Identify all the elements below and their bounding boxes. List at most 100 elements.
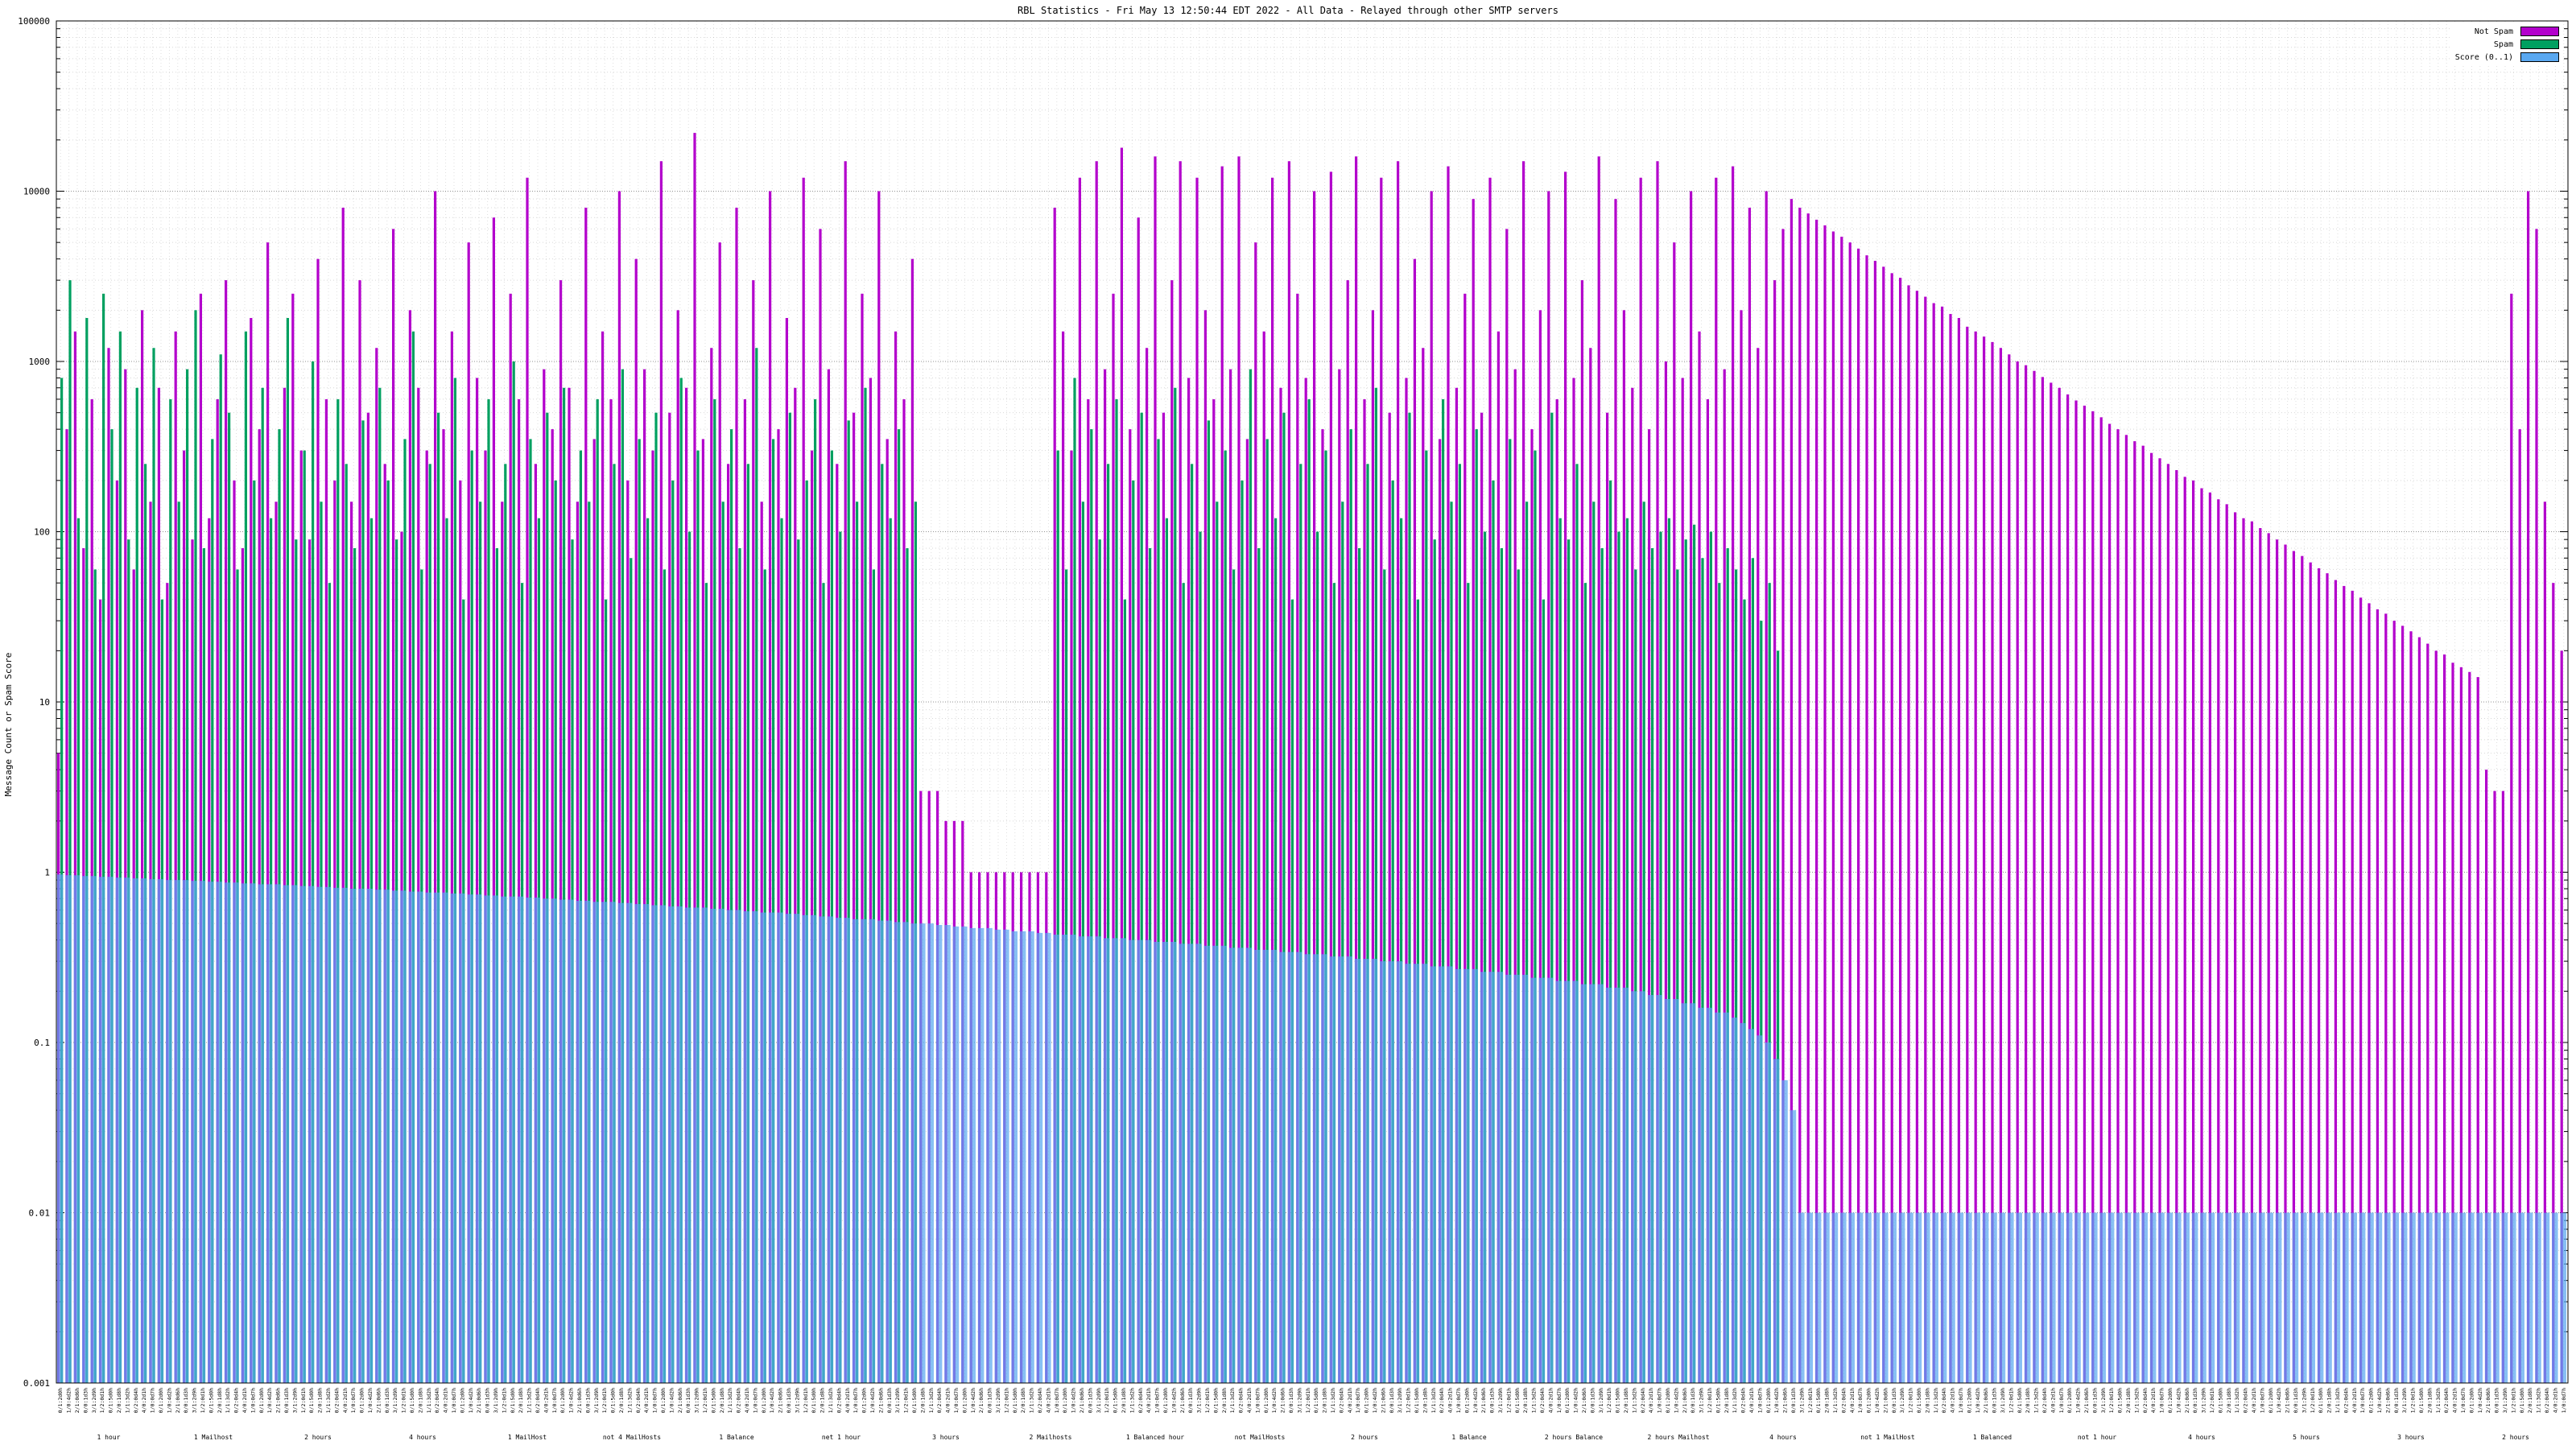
svg-text:3/1:2d9h: 3/1:2d9h [2401, 1388, 2408, 1413]
svg-text:1/1:3d2h: 1/1:3d2h [1732, 1388, 1738, 1413]
svg-text:0/1:5d0h: 0/1:5d0h [308, 1388, 315, 1413]
svg-text:1/0:0d7h: 1/0:0d7h [551, 1388, 558, 1413]
svg-text:1/1:3d2h: 1/1:3d2h [325, 1388, 332, 1413]
svg-text:net 1 hour: net 1 hour [822, 1434, 861, 1441]
svg-text:0/1:5d0h: 0/1:5d0h [2117, 1388, 2124, 1413]
svg-text:0.1: 0.1 [34, 1038, 50, 1048]
svg-text:0/2:0d4h: 0/2:0d4h [1137, 1388, 1144, 1413]
svg-text:2 hours: 2 hours [304, 1434, 332, 1441]
svg-text:1/0:4d2h: 1/0:4d2h [1071, 1388, 1077, 1413]
svg-text:0/2:0d4h: 0/2:0d4h [133, 1388, 139, 1413]
svg-text:4/0:2d1h: 4/0:2d1h [1246, 1388, 1253, 1413]
svg-text:0/0:1d3h: 0/0:1d3h [786, 1388, 792, 1413]
svg-text:2/0:1d8h: 2/0:1d8h [2226, 1388, 2232, 1413]
svg-text:0/2:0d4h: 0/2:0d4h [936, 1388, 943, 1413]
svg-text:1/2:0d1h: 1/2:0d1h [2108, 1388, 2115, 1413]
svg-text:4 hours: 4 hours [2188, 1434, 2215, 1441]
svg-text:0/1:5d0h: 0/1:5d0h [1414, 1388, 1420, 1413]
svg-text:3/1:2d9h: 3/1:2d9h [1096, 1388, 1102, 1413]
svg-text:0/1:5d0h: 0/1:5d0h [1012, 1388, 1018, 1413]
svg-text:0/0:1d3h: 0/0:1d3h [1589, 1388, 1596, 1413]
legend-swatch-score [2520, 52, 2559, 62]
svg-text:0/1:5d0h: 0/1:5d0h [1916, 1388, 1922, 1413]
svg-text:4/0:2d1h: 4/0:2d1h [242, 1388, 248, 1413]
svg-text:0/0:1d3h: 0/0:1d3h [1187, 1388, 1194, 1413]
svg-text:1/0:0d7h: 1/0:0d7h [2159, 1388, 2165, 1413]
svg-text:3/1:2d9h: 3/1:2d9h [1798, 1388, 1805, 1413]
svg-text:1/0:0d7h: 1/0:0d7h [1254, 1388, 1261, 1413]
svg-text:0/1:5d0h: 0/1:5d0h [710, 1388, 716, 1413]
svg-text:1/0:0d7h: 1/0:0d7h [852, 1388, 859, 1413]
svg-text:2/0:1d8h: 2/0:1d8h [2527, 1388, 2533, 1413]
svg-text:1/2:0d1h: 1/2:0d1h [601, 1388, 608, 1413]
svg-text:1/2:0d1h: 1/2:0d1h [1305, 1388, 1311, 1413]
svg-text:0/1:5d0h: 0/1:5d0h [1615, 1388, 1621, 1413]
svg-text:1/0:4d2h: 1/0:4d2h [668, 1388, 675, 1413]
svg-text:2/1:0d6h: 2/1:0d6h [275, 1388, 282, 1413]
svg-text:4/0:2d1h: 4/0:2d1h [844, 1388, 851, 1413]
svg-text:1/2:0d1h: 1/2:0d1h [1606, 1388, 1612, 1413]
svg-text:1/1:3d2h: 1/1:3d2h [2033, 1388, 2040, 1413]
svg-text:1 Balance: 1 Balance [1451, 1434, 1487, 1441]
svg-text:1/2:0d1h: 1/2:0d1h [2510, 1388, 2516, 1413]
svg-text:2/0:1d8h: 2/0:1d8h [317, 1388, 324, 1413]
svg-text:1/0:0d7h: 1/0:0d7h [2460, 1388, 2467, 1413]
svg-text:0/2:0d4h: 0/2:0d4h [635, 1388, 642, 1413]
svg-text:0/0:1d3h: 0/0:1d3h [1288, 1388, 1294, 1413]
svg-text:1/1:3d2h: 1/1:3d2h [1129, 1388, 1135, 1413]
svg-text:2/1:0d6h: 2/1:0d6h [877, 1388, 884, 1413]
legend-item-spam: Spam [2494, 39, 2559, 49]
svg-text:2/1:0d6h: 2/1:0d6h [2184, 1388, 2190, 1413]
svg-text:1/0:0d7h: 1/0:0d7h [1054, 1388, 1060, 1413]
svg-text:2/0:1d8h: 2/0:1d8h [719, 1388, 725, 1413]
svg-text:not 1 MailHost: not 1 MailHost [1860, 1434, 1915, 1441]
svg-text:2/1:0d6h: 2/1:0d6h [1581, 1388, 1587, 1413]
svg-text:3/1:2d9h: 3/1:2d9h [2301, 1388, 2307, 1413]
svg-text:1/2:0d1h: 1/2:0d1h [300, 1388, 307, 1413]
svg-text:0/2:0d4h: 0/2:0d4h [2343, 1388, 2349, 1413]
svg-text:1/1:3d2h: 1/1:3d2h [626, 1388, 633, 1413]
svg-text:3/1:2d9h: 3/1:2d9h [192, 1388, 198, 1413]
svg-text:1/0:0d7h: 1/0:0d7h [2561, 1388, 2567, 1413]
svg-text:1000: 1000 [29, 357, 51, 367]
svg-text:2/0:1d8h: 2/0:1d8h [2426, 1388, 2433, 1413]
svg-text:1/0:0d7h: 1/0:0d7h [250, 1388, 256, 1413]
svg-text:0/2:0d4h: 0/2:0d4h [1941, 1388, 1947, 1413]
svg-text:3 hours: 3 hours [2397, 1434, 2425, 1441]
svg-text:1/0:4d2h: 1/0:4d2h [1773, 1388, 1780, 1413]
svg-text:0.001: 0.001 [23, 1378, 50, 1389]
svg-text:0/1:2d0h: 0/1:2d0h [258, 1388, 265, 1413]
svg-text:0/1:5d0h: 0/1:5d0h [510, 1388, 516, 1413]
svg-text:1/2:0d1h: 1/2:0d1h [1807, 1388, 1814, 1413]
svg-text:0/1:2d0h: 0/1:2d0h [961, 1388, 968, 1413]
svg-text:1/1:3d2h: 1/1:3d2h [1029, 1388, 1035, 1413]
svg-text:4 hours: 4 hours [409, 1434, 436, 1441]
svg-text:0/2:0d4h: 0/2:0d4h [2041, 1388, 2048, 1413]
svg-text:2/0:1d8h: 2/0:1d8h [1322, 1388, 1328, 1413]
svg-text:3/1:2d9h: 3/1:2d9h [1598, 1388, 1604, 1413]
svg-text:4/0:2d1h: 4/0:2d1h [1547, 1388, 1554, 1413]
svg-text:0/1:2d0h: 0/1:2d0h [1062, 1388, 1068, 1413]
svg-text:3/1:2d9h: 3/1:2d9h [1699, 1388, 1705, 1413]
svg-text:1 hour: 1 hour [97, 1434, 121, 1441]
svg-text:1/0:4d2h: 1/0:4d2h [2477, 1388, 2483, 1413]
svg-text:0/2:0d4h: 0/2:0d4h [1338, 1388, 1344, 1413]
legend-swatch-spam [2520, 39, 2559, 49]
svg-text:0/2:0d4h: 0/2:0d4h [434, 1388, 440, 1413]
legend-label-spam: Spam [2493, 39, 2513, 49]
svg-text:1/0:4d2h: 1/0:4d2h [1271, 1388, 1278, 1413]
svg-text:2/1:0d6h: 2/1:0d6h [2285, 1388, 2291, 1413]
svg-text:0/0:1d3h: 0/0:1d3h [1790, 1388, 1797, 1413]
svg-text:1/1:3d2h: 1/1:3d2h [2536, 1388, 2542, 1413]
svg-text:0/1:5d0h: 0/1:5d0h [1514, 1388, 1521, 1413]
svg-text:2/0:1d8h: 2/0:1d8h [1522, 1388, 1529, 1413]
svg-text:2/1:0d6h: 2/1:0d6h [1782, 1388, 1789, 1413]
svg-text:4/0:2d1h: 4/0:2d1h [945, 1388, 952, 1413]
svg-text:1/2:0d1h: 1/2:0d1h [2310, 1388, 2316, 1413]
svg-text:0/0:1d3h: 0/0:1d3h [1087, 1388, 1093, 1413]
svg-text:2/0:1d8h: 2/0:1d8h [518, 1388, 524, 1413]
svg-text:4/0:2d1h: 4/0:2d1h [744, 1388, 750, 1413]
svg-text:0/1:2d0h: 0/1:2d0h [861, 1388, 868, 1413]
svg-text:2/1:0d6h: 2/1:0d6h [1280, 1388, 1286, 1413]
